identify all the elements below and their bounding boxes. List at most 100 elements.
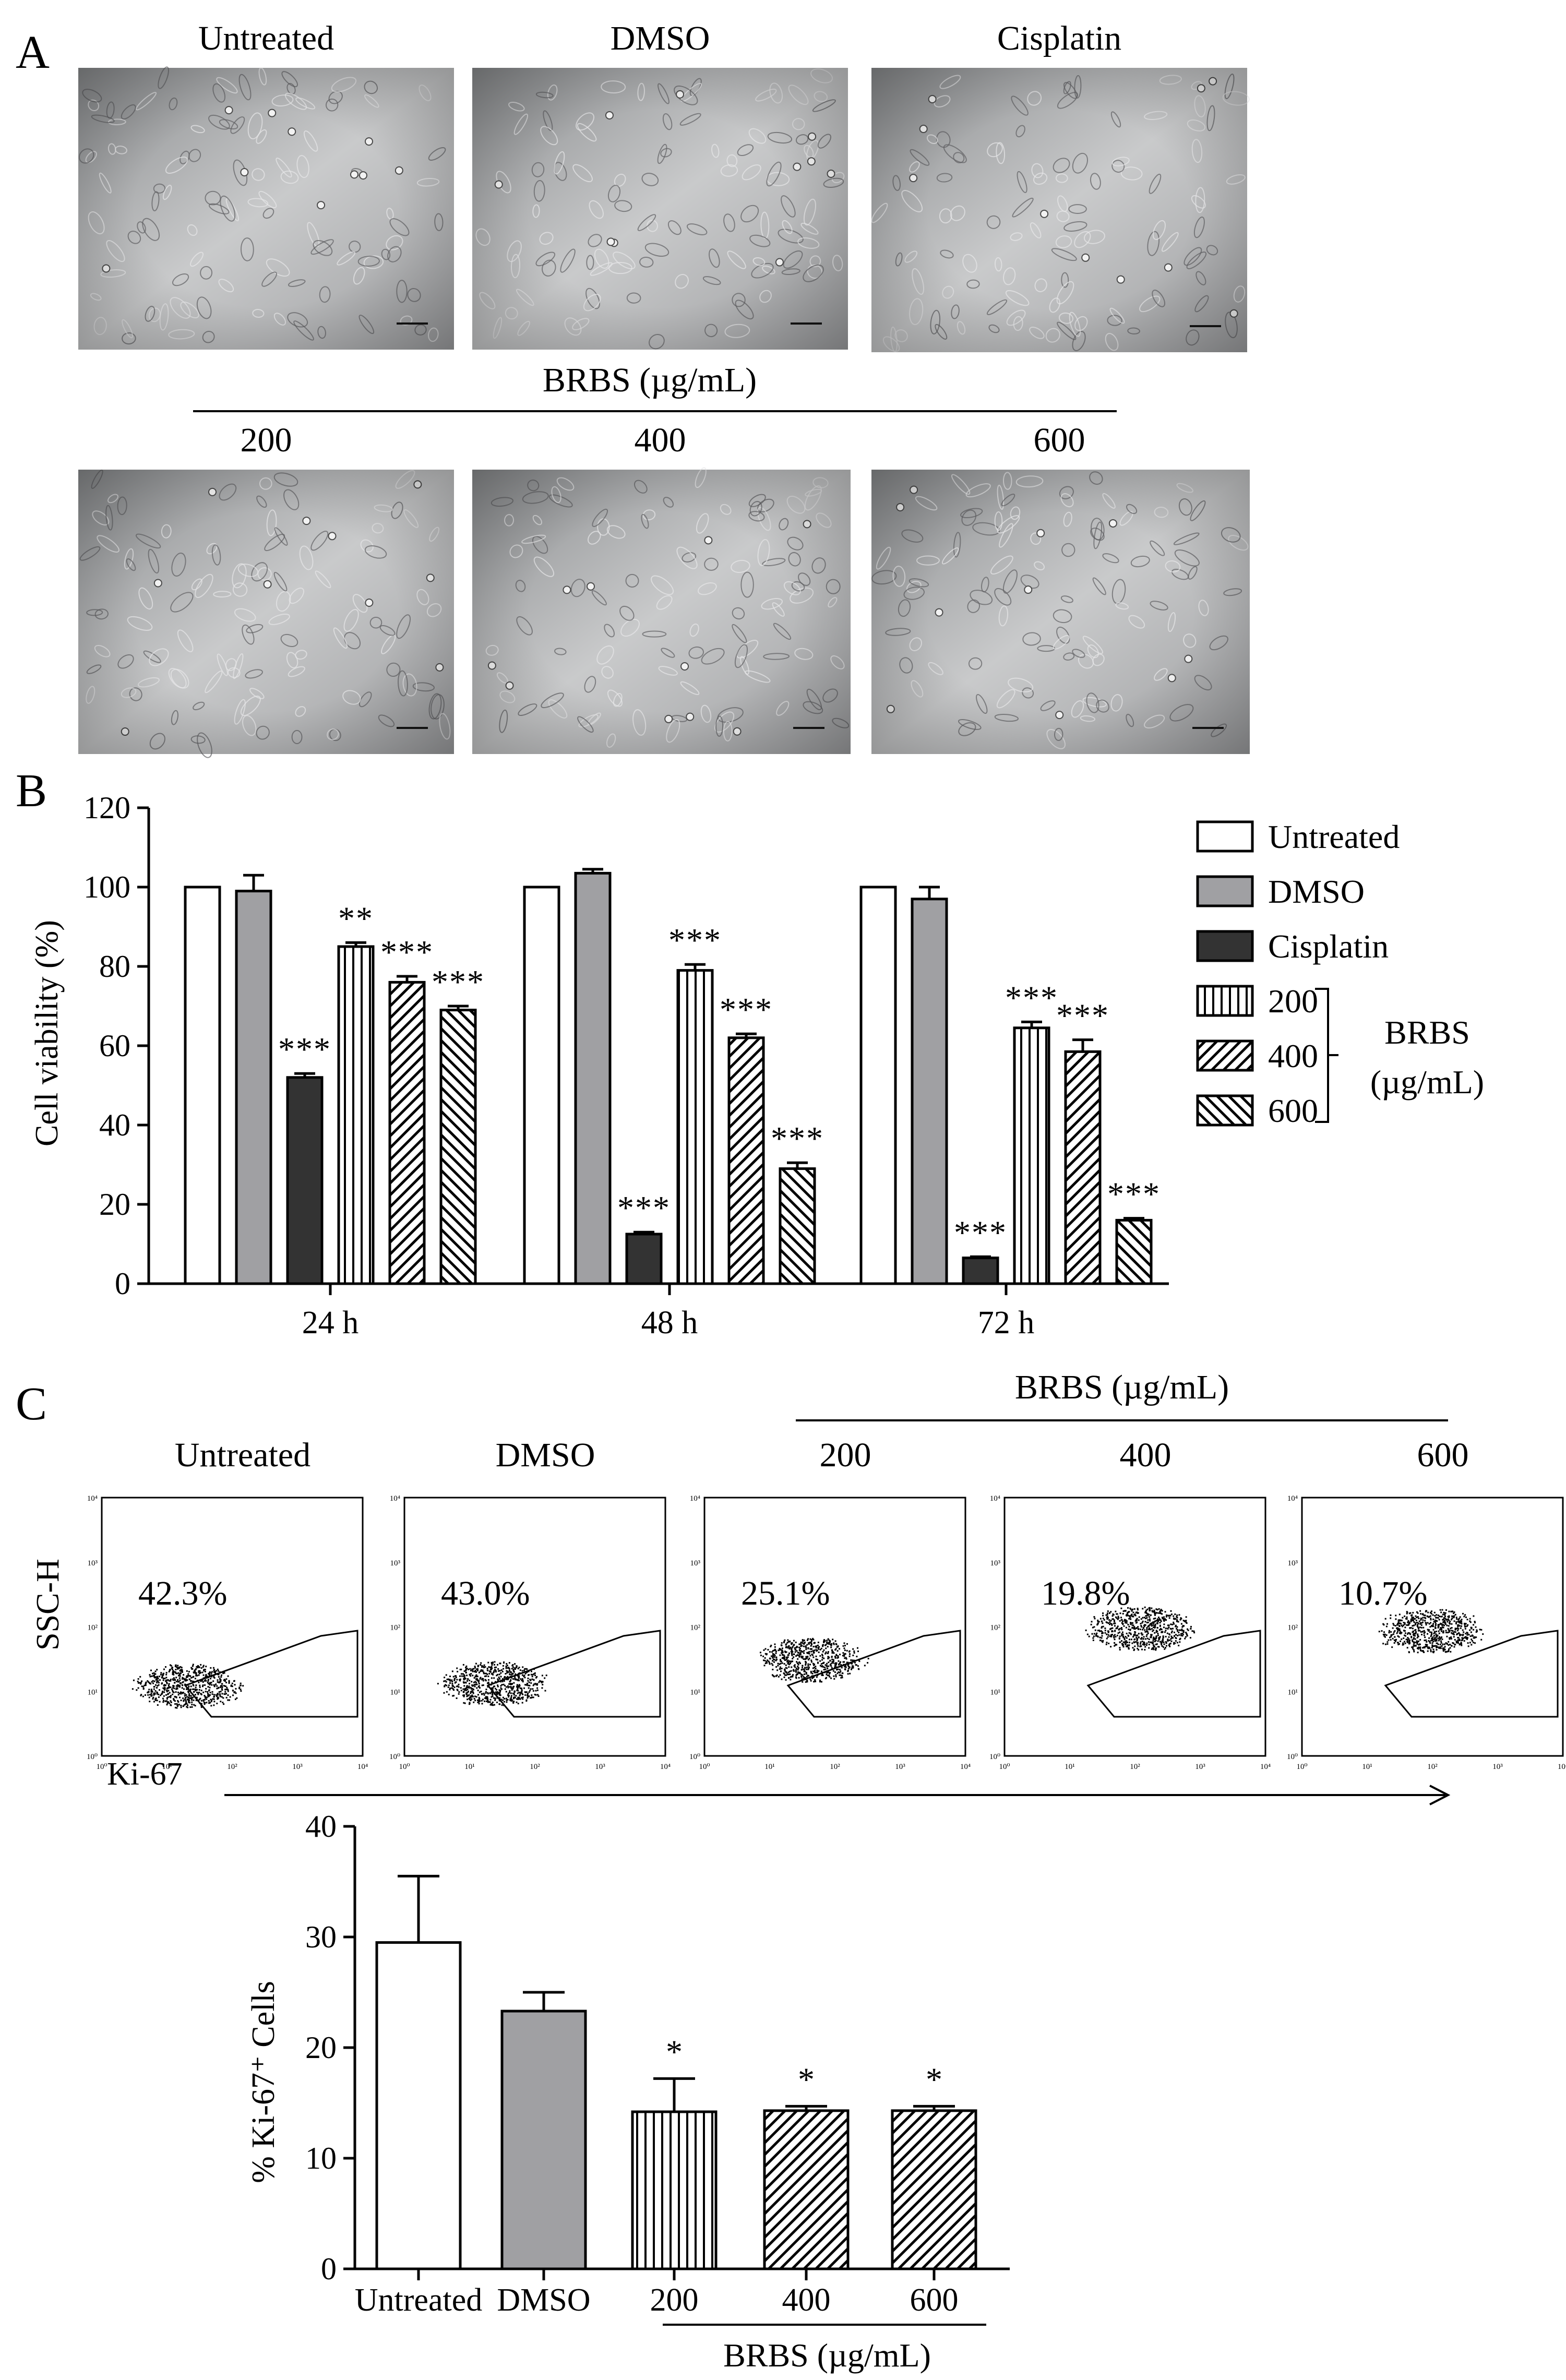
flow-dot bbox=[777, 1665, 779, 1667]
x-tick-label: 400 bbox=[782, 2282, 831, 2318]
flow-dot bbox=[1420, 1622, 1422, 1624]
flow-dot bbox=[518, 1698, 520, 1700]
flow-dot bbox=[1155, 1612, 1157, 1614]
flow-dot bbox=[1422, 1619, 1424, 1621]
flow-dot bbox=[521, 1689, 523, 1691]
flow-dot bbox=[211, 1671, 213, 1673]
flow-dot bbox=[216, 1695, 218, 1697]
flow-dot bbox=[1132, 1636, 1134, 1638]
flow-dot bbox=[1430, 1631, 1432, 1633]
flow-dot bbox=[795, 1669, 797, 1671]
flow-dot bbox=[1436, 1639, 1438, 1641]
legend-group-label: (µg/mL) bbox=[1370, 1063, 1484, 1101]
flow-dot bbox=[1453, 1646, 1455, 1648]
flow-dot bbox=[1125, 1622, 1127, 1624]
flow-dot bbox=[1410, 1620, 1412, 1622]
flow-dot bbox=[1157, 1616, 1159, 1618]
flow-dot bbox=[186, 1706, 188, 1708]
flow-dot bbox=[1141, 1626, 1143, 1628]
flow-dot bbox=[801, 1645, 803, 1647]
flow-dot bbox=[500, 1699, 502, 1701]
flow-dot bbox=[1417, 1616, 1419, 1618]
flow-dot bbox=[781, 1652, 783, 1654]
flow-dot bbox=[536, 1676, 538, 1678]
flow-dot bbox=[495, 1671, 497, 1673]
flow-dot bbox=[1450, 1636, 1452, 1638]
flow-dot bbox=[1185, 1636, 1187, 1638]
flow-dot bbox=[1424, 1631, 1426, 1633]
flow-dot bbox=[521, 1674, 523, 1676]
flow-dot bbox=[792, 1676, 794, 1678]
flow-dot bbox=[808, 1657, 810, 1659]
flow-tick-label: 10² bbox=[390, 1624, 401, 1632]
flow-dot bbox=[814, 1679, 816, 1681]
flow-dot bbox=[200, 1700, 202, 1702]
flow-dot bbox=[238, 1687, 241, 1689]
flow-dot bbox=[1400, 1631, 1402, 1633]
flow-dot bbox=[484, 1675, 486, 1677]
flow-dot bbox=[1122, 1610, 1125, 1612]
flow-dot bbox=[205, 1673, 207, 1676]
flow-dot bbox=[228, 1681, 230, 1683]
flow-dot bbox=[154, 1670, 157, 1672]
flow-dot bbox=[773, 1676, 775, 1678]
flow-dot bbox=[147, 1692, 149, 1694]
flow-dot bbox=[864, 1665, 866, 1667]
flow-dot bbox=[176, 1707, 178, 1709]
flow-dot bbox=[234, 1691, 236, 1693]
flow-dot bbox=[242, 1685, 244, 1687]
flow-dot bbox=[530, 1697, 532, 1699]
flow-dot bbox=[1391, 1646, 1393, 1648]
flow-dot bbox=[786, 1657, 788, 1659]
y-tick-label: 40 bbox=[305, 1809, 337, 1844]
flow-dot bbox=[498, 1700, 500, 1702]
flow-dot bbox=[161, 1691, 163, 1693]
flow-dot bbox=[784, 1657, 786, 1659]
flow-dot bbox=[790, 1676, 792, 1678]
flow-dot bbox=[1450, 1651, 1452, 1653]
flow-dot bbox=[849, 1672, 851, 1675]
flow-dot bbox=[1403, 1641, 1405, 1643]
flow-plot-title: 600 bbox=[1417, 1436, 1469, 1474]
flow-dot bbox=[1189, 1637, 1191, 1639]
bar bbox=[727, 1036, 765, 1285]
flow-dot bbox=[240, 1682, 242, 1684]
flow-tick-label: 10¹ bbox=[690, 1688, 701, 1696]
flow-dot bbox=[1444, 1618, 1447, 1620]
flow-dot bbox=[463, 1694, 465, 1696]
y-tick-label: 0 bbox=[115, 1266, 130, 1301]
flow-dot bbox=[1123, 1620, 1126, 1622]
flow-dot bbox=[204, 1680, 206, 1682]
flow-dot bbox=[159, 1679, 161, 1681]
flow-dot bbox=[851, 1665, 853, 1667]
flow-dot bbox=[1163, 1623, 1165, 1625]
flow-dot bbox=[1463, 1616, 1465, 1618]
flow-dot bbox=[1114, 1625, 1116, 1627]
flow-dot bbox=[184, 1684, 186, 1686]
flow-dot bbox=[1467, 1624, 1469, 1626]
flow-dot bbox=[177, 1665, 179, 1667]
flow-dot bbox=[1139, 1629, 1141, 1631]
flow-dot bbox=[785, 1644, 787, 1646]
flow-dot bbox=[1128, 1648, 1130, 1650]
flow-dot bbox=[1441, 1636, 1443, 1638]
flow-dot bbox=[784, 1659, 786, 1661]
flow-dot bbox=[190, 1689, 192, 1691]
flow-dot bbox=[1404, 1626, 1406, 1629]
flow-dot bbox=[1412, 1641, 1414, 1643]
flow-dot bbox=[508, 1668, 510, 1670]
flow-dot bbox=[1142, 1633, 1144, 1635]
flow-dot bbox=[236, 1697, 238, 1699]
flow-dot bbox=[840, 1664, 842, 1666]
legend-label: 400 bbox=[1268, 1037, 1318, 1074]
flow-dot bbox=[471, 1690, 473, 1692]
flow-dot bbox=[473, 1684, 475, 1686]
flow-dot bbox=[1466, 1638, 1468, 1640]
flow-dot bbox=[528, 1695, 530, 1697]
flow-dot bbox=[175, 1677, 177, 1679]
flow-dot bbox=[812, 1637, 814, 1640]
flow-dot bbox=[1154, 1612, 1156, 1614]
flow-dot bbox=[1170, 1640, 1173, 1642]
flow-dot bbox=[1426, 1645, 1428, 1647]
flow-dot bbox=[828, 1639, 830, 1641]
